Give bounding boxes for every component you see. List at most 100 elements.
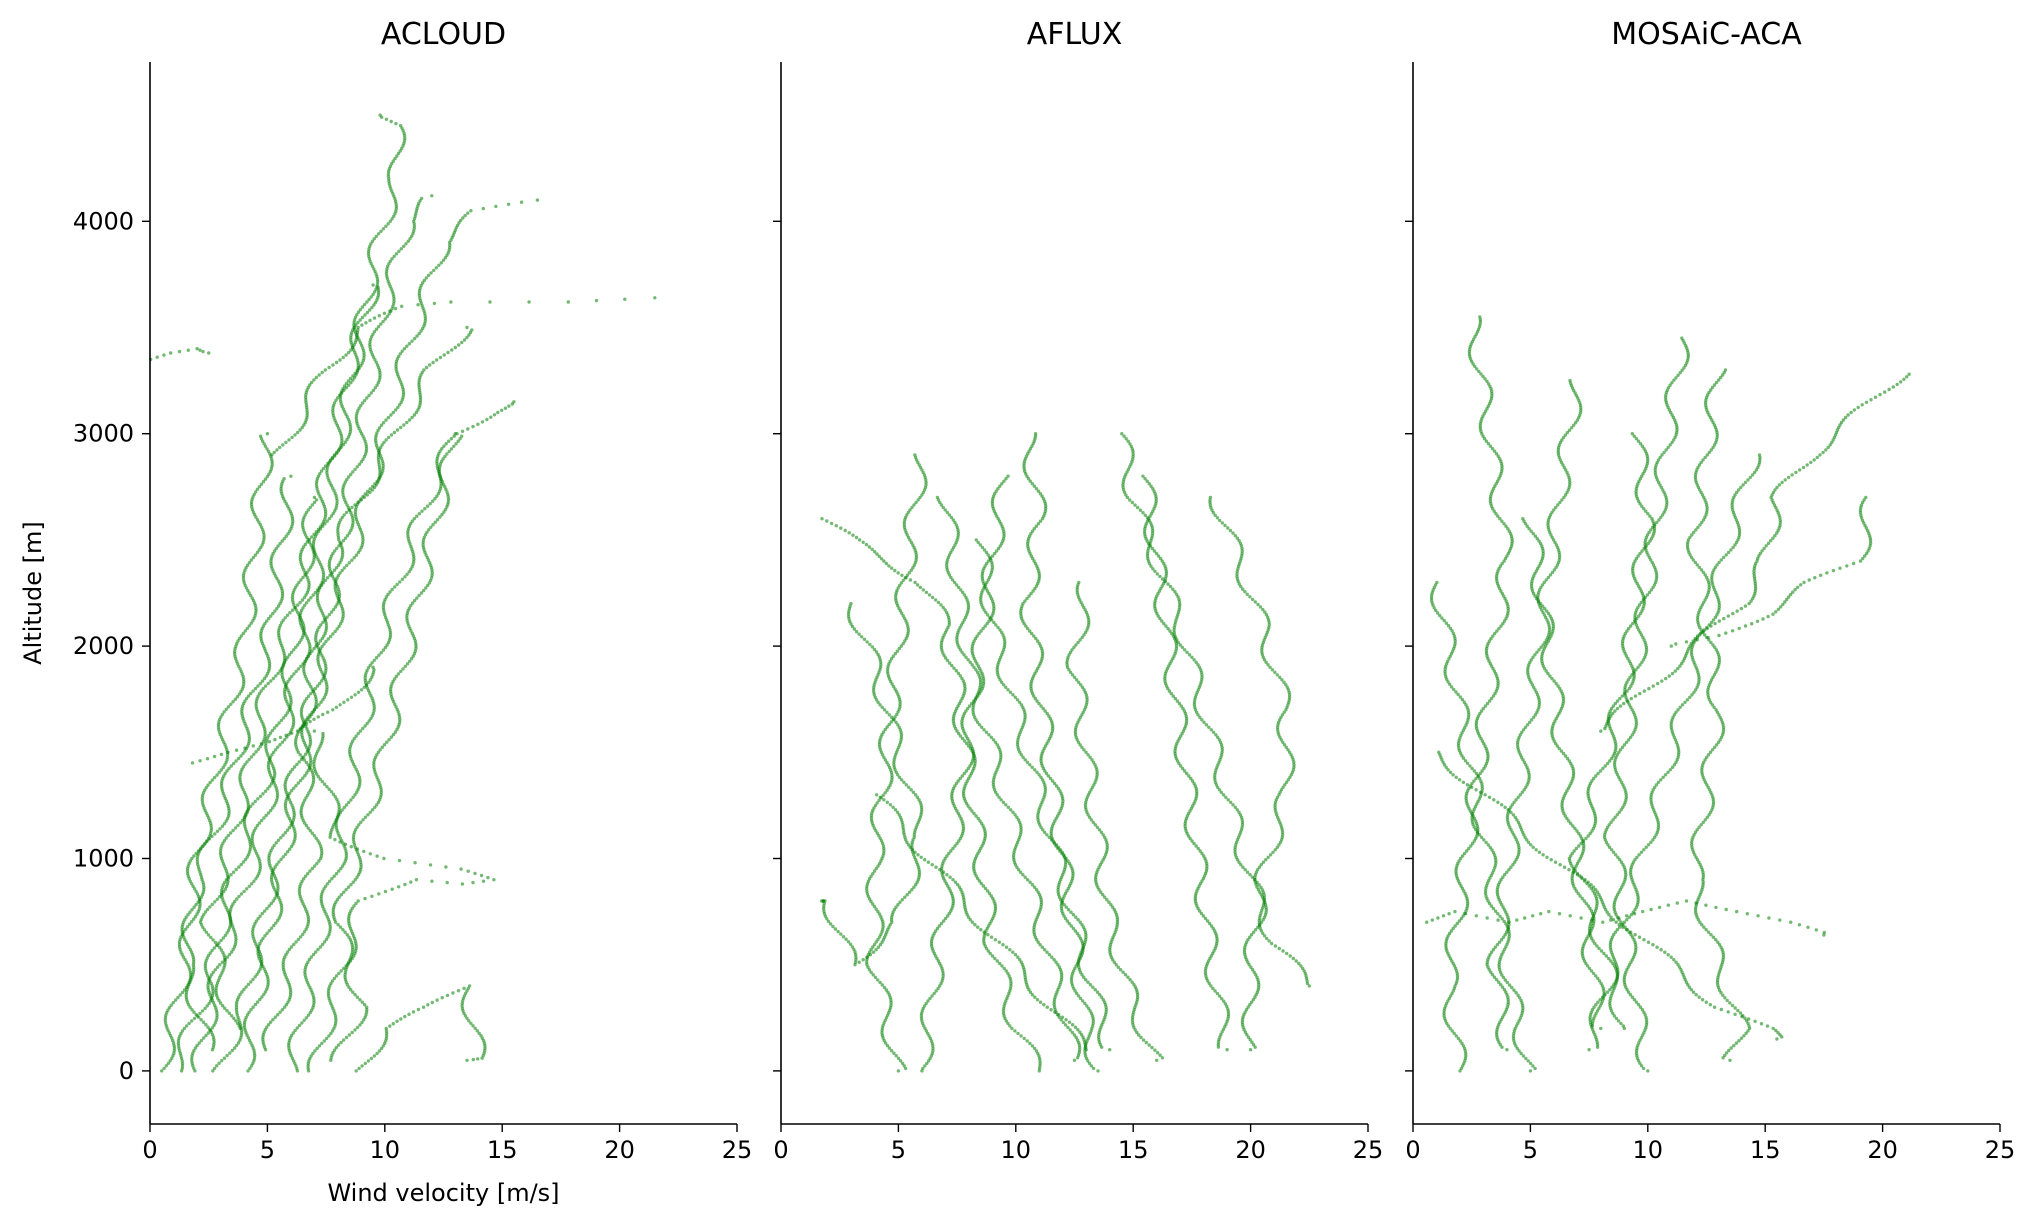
data-point	[353, 1028, 357, 1032]
data-point	[426, 273, 431, 278]
data-point	[209, 829, 213, 833]
data-point	[327, 787, 331, 791]
data-point	[417, 293, 422, 298]
data-point	[1001, 800, 1006, 804]
data-point	[244, 1015, 248, 1020]
data-point	[353, 467, 357, 472]
data-point	[391, 1022, 395, 1026]
data-point	[336, 573, 341, 578]
data-point	[279, 836, 283, 840]
data-point	[1006, 688, 1010, 692]
data-point	[385, 740, 389, 744]
data-point	[212, 1023, 216, 1028]
data-point	[566, 300, 570, 304]
data-point	[420, 281, 425, 285]
data-point	[266, 811, 271, 815]
data-point	[288, 770, 293, 774]
data-point	[257, 970, 261, 974]
data-point	[434, 266, 438, 270]
data-point	[355, 313, 359, 317]
data-point	[168, 1059, 172, 1063]
data-point	[262, 535, 266, 540]
data-point	[314, 950, 318, 954]
data-point	[236, 1041, 241, 1045]
data-point	[401, 667, 405, 671]
data-point	[329, 514, 334, 518]
data-points-group	[820, 432, 1312, 1073]
data-point	[899, 778, 904, 782]
data-point	[381, 227, 386, 231]
data-point	[250, 839, 254, 843]
data-point	[405, 344, 409, 348]
data-point	[337, 393, 342, 397]
data-point	[357, 406, 361, 410]
data-point	[283, 684, 288, 689]
data-point	[363, 1061, 367, 1066]
data-point	[387, 738, 391, 742]
data-point	[1120, 432, 1124, 436]
data-point	[276, 1013, 280, 1017]
data-point	[237, 636, 242, 641]
data-point	[308, 869, 312, 873]
data-point	[367, 297, 371, 302]
data-point	[342, 513, 346, 517]
data-point	[1141, 511, 1145, 515]
data-point	[280, 906, 284, 910]
data-point	[309, 691, 313, 696]
data-point	[398, 149, 402, 153]
data-point	[307, 598, 311, 602]
data-point	[368, 490, 372, 495]
data-point	[241, 677, 246, 681]
data-point	[263, 789, 268, 793]
data-point	[292, 827, 296, 831]
data-point	[327, 564, 331, 568]
data-point	[370, 353, 375, 357]
data-point	[1258, 605, 1263, 609]
data-point	[212, 754, 217, 759]
data-point	[990, 954, 995, 958]
data-point	[190, 761, 195, 765]
data-point	[372, 658, 376, 662]
data-point	[419, 196, 424, 201]
data-point	[209, 973, 214, 977]
data-point	[258, 434, 263, 438]
data-point	[200, 798, 204, 802]
data-point	[1294, 959, 1298, 963]
data-point	[259, 818, 264, 823]
data-point	[187, 922, 192, 926]
data-point	[841, 935, 846, 939]
data-point	[372, 267, 376, 271]
data-point	[262, 909, 267, 913]
data-point	[338, 571, 342, 575]
data-point	[198, 904, 202, 909]
data-point	[323, 464, 328, 468]
data-point	[280, 675, 285, 680]
data-point	[185, 925, 190, 929]
data-point	[1045, 950, 1049, 954]
data-point	[301, 738, 305, 742]
data-point	[415, 206, 419, 211]
data-point	[287, 826, 292, 830]
data-point	[345, 503, 349, 507]
data-point	[236, 639, 240, 643]
data-point	[387, 435, 391, 440]
data-point	[412, 217, 417, 221]
data-point	[1265, 936, 1269, 941]
data-point	[250, 596, 254, 600]
data-point	[220, 960, 225, 964]
data-point	[211, 1069, 215, 1073]
data-point	[370, 264, 375, 268]
data-point	[290, 822, 294, 826]
data-point	[259, 482, 264, 486]
data-point	[349, 798, 353, 802]
data-point	[1253, 600, 1258, 604]
data-point	[398, 352, 402, 356]
data-point	[257, 485, 262, 489]
data-point	[880, 983, 884, 987]
x-tick-label: 25	[722, 1136, 753, 1164]
data-point	[306, 872, 310, 876]
data-point	[171, 1000, 175, 1005]
data-point	[203, 808, 207, 813]
data-point	[206, 988, 211, 992]
